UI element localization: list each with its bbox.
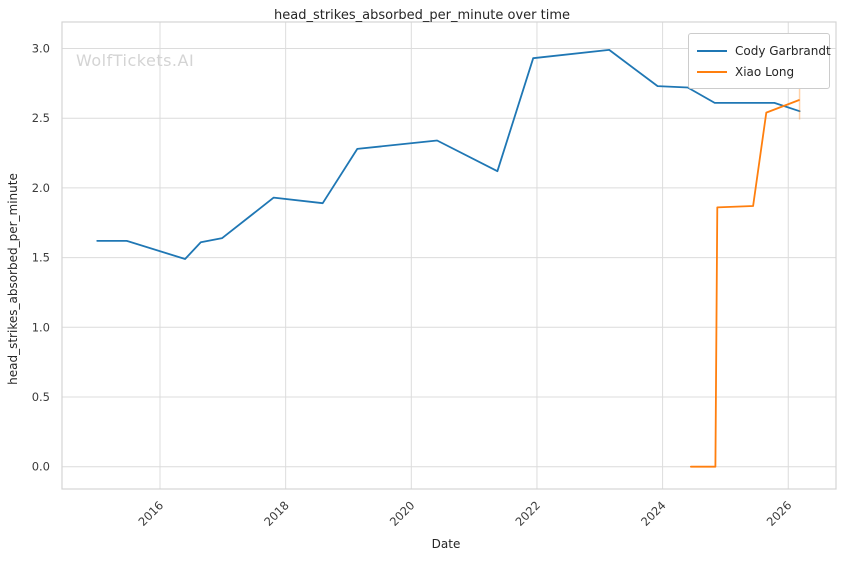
y-tick-labels: 0.0 0.5 1.0 1.5 2.0 2.5 3.0 [32,41,50,473]
y-tick-label: 0.0 [32,460,50,474]
y-axis-label: head_strikes_absorbed_per_minute [6,173,20,385]
gridlines [62,22,836,489]
legend-line-swatch [697,70,727,73]
y-tick-label: 0.5 [32,390,50,404]
y-tick-label: 1.5 [32,251,50,265]
legend-item: Xiao Long [697,61,821,82]
legend: Cody Garbrandt Xiao Long [688,33,831,89]
series-line-cody-garbrandt [96,49,801,260]
y-tick-label: 1.0 [32,320,50,334]
plot-frame [61,21,837,490]
x-tick-label: 2020 [387,498,418,529]
legend-label: Xiao Long [735,64,795,79]
x-tick-label: 2016 [136,498,167,529]
legend-item: Cody Garbrandt [697,40,831,61]
legend-line-swatch [697,49,727,52]
x-axis-label: Date [431,537,461,551]
x-tick-label: 2026 [764,498,795,529]
y-tick-label: 3.0 [32,41,50,55]
x-tick-label: 2022 [512,498,543,529]
watermark: WolfTickets.AI [76,51,195,70]
y-tick-label: 2.5 [32,111,50,125]
series-lines [96,49,801,468]
legend-label: Cody Garbrandt [735,43,831,58]
series-line-xiao-long [690,99,800,468]
chart-title: head_strikes_absorbed_per_minute over ti… [274,8,570,23]
axes-spines [61,21,837,490]
x-tick-label: 2018 [261,498,292,529]
x-tick-label: 2024 [638,498,669,529]
y-tick-label: 2.0 [32,181,50,195]
x-tick-labels: 2016 2018 2020 2022 2024 2026 [136,498,795,529]
